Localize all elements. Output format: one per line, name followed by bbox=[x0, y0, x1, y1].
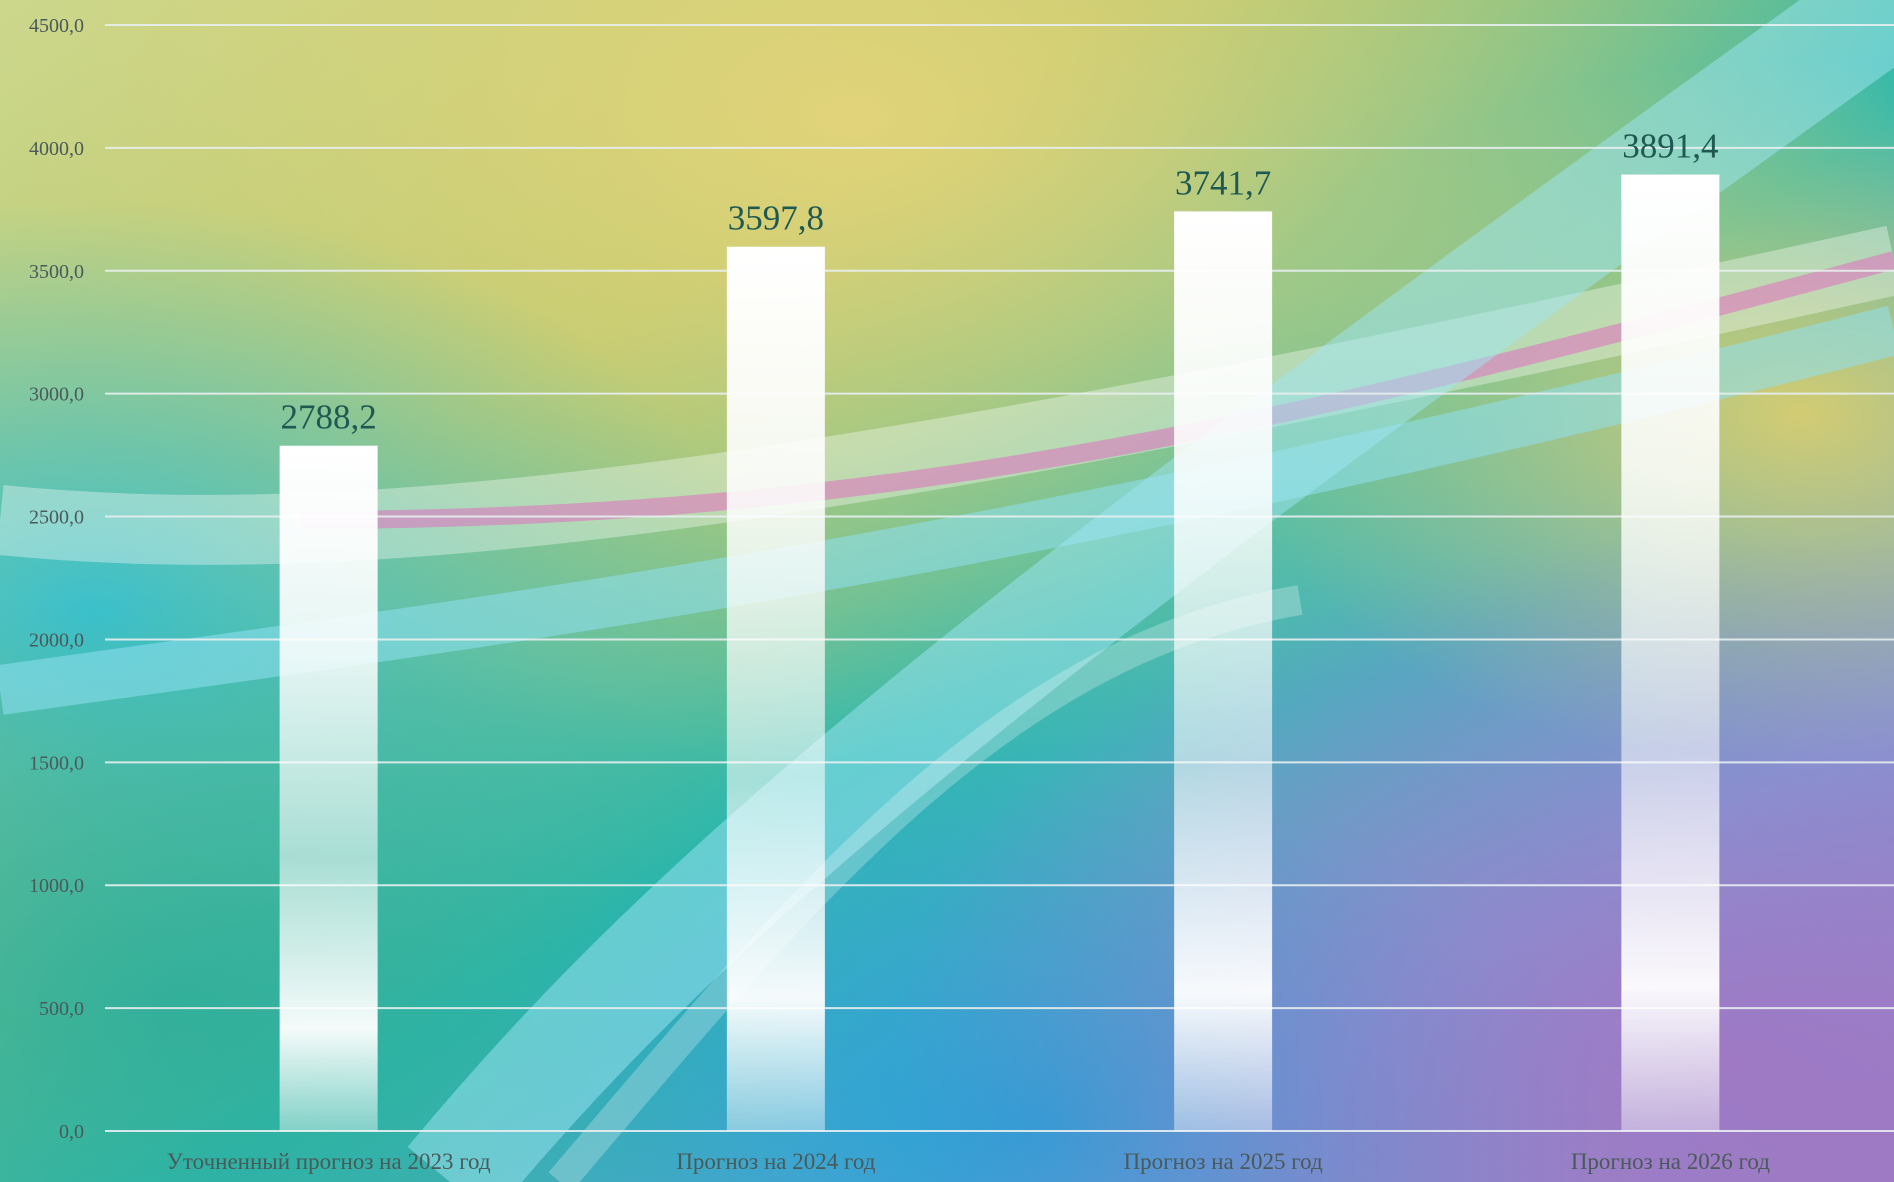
bar bbox=[1174, 211, 1273, 1131]
bars bbox=[279, 174, 1720, 1132]
y-tick-label: 2500,0 bbox=[29, 507, 84, 529]
data-label: 3891,4 bbox=[1622, 127, 1718, 166]
bar bbox=[1621, 174, 1720, 1132]
data-label: 3597,8 bbox=[728, 199, 824, 238]
bar bbox=[726, 246, 825, 1131]
data-label: 3741,7 bbox=[1175, 163, 1271, 202]
y-tick-label: 3500,0 bbox=[29, 261, 84, 283]
y-tick-label: 1500,0 bbox=[29, 752, 84, 774]
gridlines bbox=[105, 24, 1894, 1132]
y-tick-label: 4000,0 bbox=[29, 138, 84, 160]
x-category-label: Прогноз на 2025 год bbox=[1124, 1149, 1323, 1174]
y-tick-label: 3000,0 bbox=[29, 384, 84, 406]
y-tick-label: 4500,0 bbox=[29, 15, 84, 37]
x-category-label: Прогноз на 2026 год bbox=[1571, 1149, 1770, 1174]
y-tick-label: 0,0 bbox=[59, 1121, 84, 1143]
bar bbox=[279, 445, 378, 1131]
x-category-label: Уточненный прогноз на 2023 год bbox=[167, 1149, 491, 1174]
x-category-label: Прогноз на 2024 год bbox=[676, 1149, 875, 1174]
y-tick-label: 1000,0 bbox=[29, 875, 84, 897]
y-tick-label: 500,0 bbox=[39, 998, 84, 1020]
value-labels: 2788,2 3597,8 3741,7 3891,4 bbox=[281, 127, 1719, 437]
category-labels: Уточненный прогноз на 2023 год Прогноз на… bbox=[167, 1149, 1771, 1174]
y-tick-label: 2000,0 bbox=[29, 629, 84, 651]
y-axis-tick-labels: 0,0 500,0 1000,0 1500,0 2000,0 2500,0 3000,0 35… bbox=[29, 15, 84, 1143]
data-label: 2788,2 bbox=[281, 398, 377, 437]
